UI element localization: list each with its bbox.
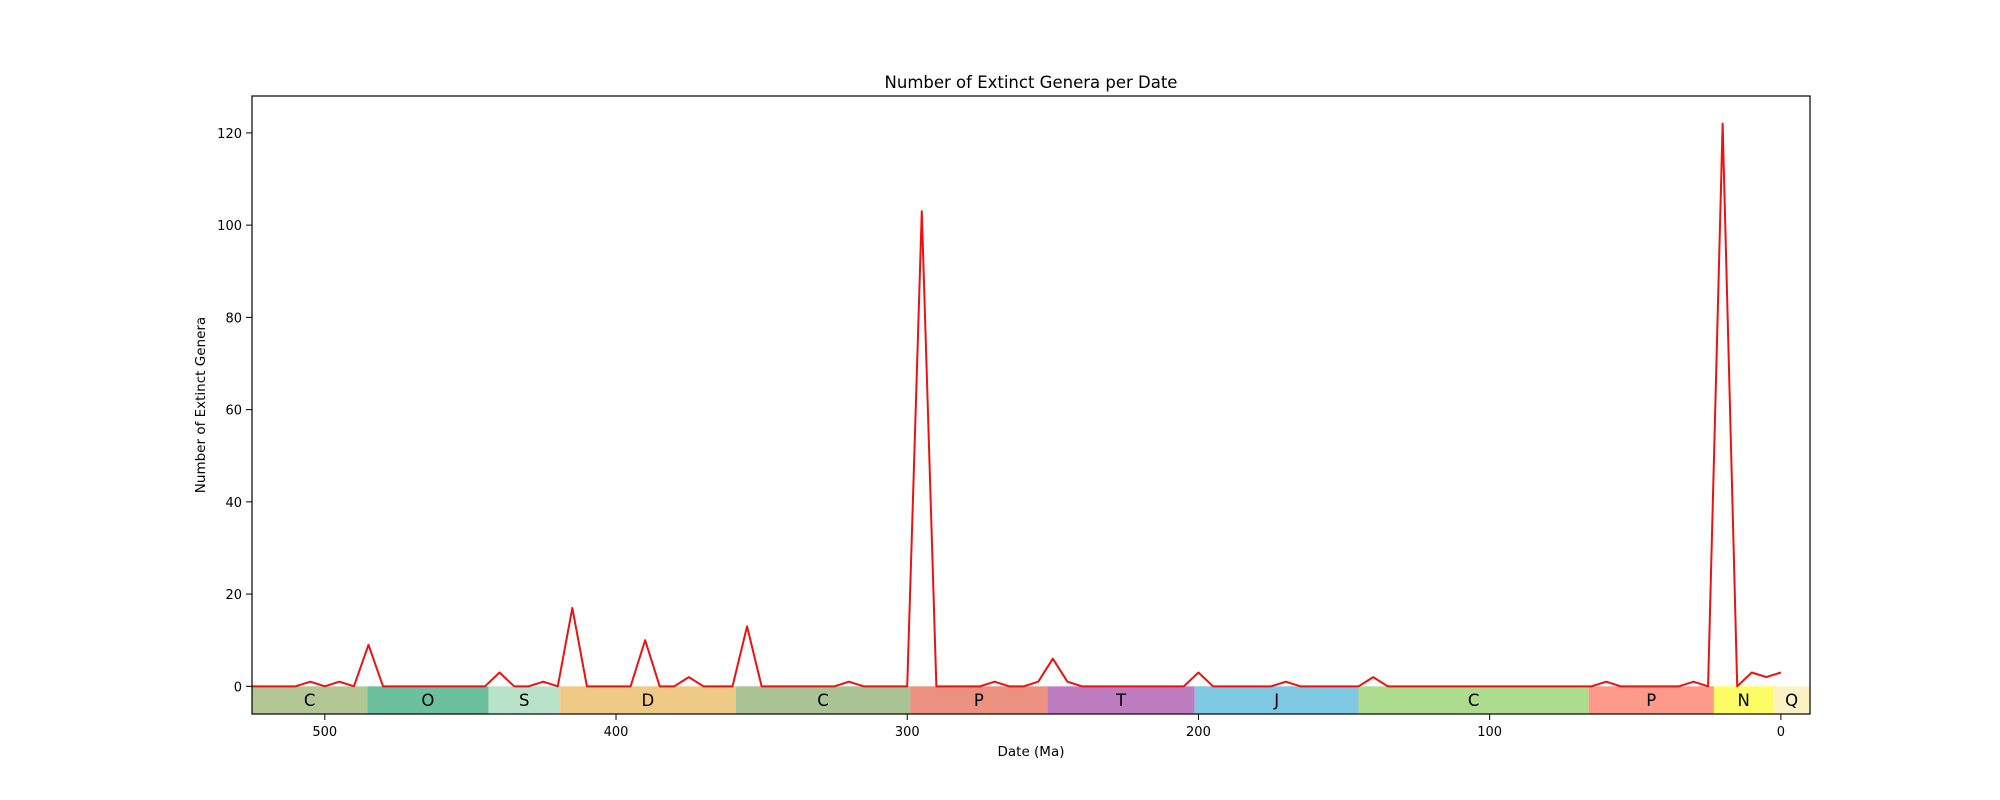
x-axis-label: Date (Ma) — [997, 744, 1064, 760]
plot-line-group — [252, 122, 1782, 688]
x-tick-label: 500 — [312, 725, 337, 740]
period-band — [1194, 686, 1359, 714]
period-band — [1588, 686, 1714, 714]
y-tick-label: 0 — [234, 680, 242, 695]
period-label: J — [1273, 691, 1279, 710]
period-band — [367, 686, 489, 714]
period-label: T — [1115, 691, 1127, 710]
period-label: D — [642, 691, 655, 710]
period-band — [1047, 686, 1195, 714]
period-band — [910, 686, 1048, 714]
x-tick-label: 200 — [1186, 725, 1211, 740]
y-tick-label: 20 — [225, 588, 242, 603]
period-band — [252, 686, 368, 714]
period-band — [560, 686, 736, 714]
period-label: C — [304, 691, 316, 710]
period-label: Q — [1785, 691, 1798, 710]
x-tick-label: 100 — [1477, 725, 1502, 740]
series-line — [252, 122, 1782, 688]
period-band — [1358, 686, 1589, 714]
y-tick-label: 120 — [217, 127, 242, 142]
period-label: S — [519, 691, 529, 710]
period-label: C — [817, 691, 829, 710]
period-label: O — [421, 691, 434, 710]
y-tick-label: 80 — [225, 311, 242, 326]
y-tick-label: 40 — [225, 496, 242, 511]
period-label: N — [1737, 691, 1749, 710]
y-tick-label: 60 — [225, 404, 242, 419]
period-label: P — [974, 691, 984, 710]
period-band — [1713, 686, 1774, 714]
x-tick-label: 400 — [604, 725, 629, 740]
period-band — [735, 686, 911, 714]
y-axis-label: Number of Extinct Genera — [193, 317, 209, 493]
x-tick-label: 300 — [895, 725, 920, 740]
x-tick-label: 0 — [1777, 725, 1785, 740]
period-label: C — [1468, 691, 1480, 710]
period-band — [1773, 686, 1810, 714]
y-axis-ticks: 0 20 40 60 80 100 120 — [217, 127, 252, 695]
period-band — [488, 686, 561, 714]
y-tick-label: 100 — [217, 219, 242, 234]
x-axis-ticks: 500 400 300 200 100 0 — [312, 714, 1785, 740]
chart-title: Number of Extinct Genera per Date — [885, 73, 1178, 92]
plot-frame — [251, 95, 1811, 715]
period-label: P — [1646, 691, 1656, 710]
